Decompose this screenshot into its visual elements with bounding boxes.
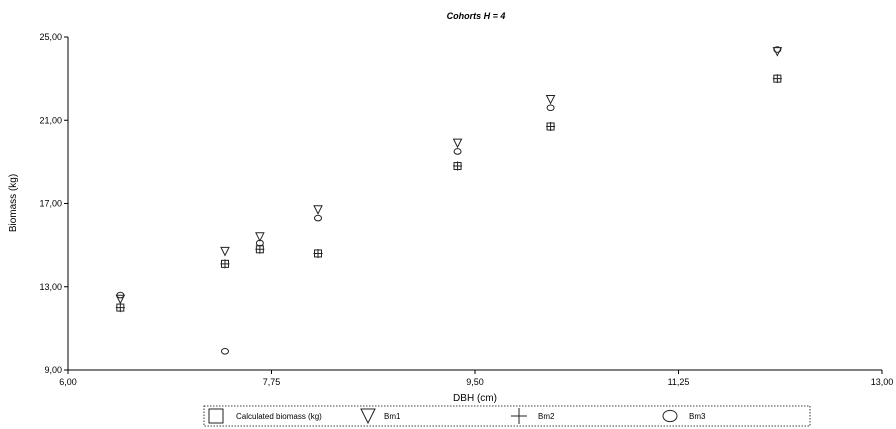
legend: Calculated biomass (kg) Bm1 Bm2 Bm3	[203, 405, 811, 427]
x-axis-title: DBH (cm)	[453, 393, 497, 404]
legend-label: Calculated biomass (kg)	[236, 412, 322, 421]
y-axis-title: Biomass (kg)	[8, 174, 19, 232]
x-tick-label: 13,00	[871, 377, 894, 387]
x-tick-label: 6,00	[59, 377, 77, 387]
legend-label: Bm3	[689, 412, 706, 421]
point-bm1	[545, 94, 556, 105]
y-tick-label: 25,00	[39, 32, 62, 42]
y-ticks: 9,00 13,00 17,00 21,00 25,00	[39, 32, 68, 375]
chart-title: Cohorts H = 4	[447, 11, 506, 21]
x-tick-label: 11,25	[668, 377, 690, 387]
point-bm3	[453, 148, 462, 155]
legend-marker	[662, 409, 678, 423]
x-tick-label: 9,50	[466, 377, 484, 387]
point-bm2	[220, 259, 230, 269]
legend-marker	[511, 408, 527, 424]
point-bm2	[115, 303, 125, 313]
legend-marker	[208, 408, 224, 424]
point-bm3	[255, 239, 264, 247]
point-bm1	[115, 294, 126, 305]
point-bm3	[314, 214, 323, 222]
plot-frame	[67, 37, 882, 371]
point-bm2	[313, 248, 323, 258]
point-bm2	[546, 121, 556, 131]
x-tick-label: 7,75	[263, 377, 281, 387]
point-bm1	[452, 138, 463, 149]
x-ticks: 6,00 7,75 9,50 11,25 13,00	[59, 370, 893, 387]
point-bm1	[313, 205, 323, 215]
data-points	[115, 46, 783, 355]
legend-marker	[360, 408, 376, 425]
point-bm3	[546, 104, 555, 112]
legend-label: Bm2	[538, 412, 555, 421]
y-tick-label: 9,00	[44, 365, 62, 375]
point-bm3	[116, 291, 125, 299]
y-tick-label: 13,00	[39, 282, 62, 292]
point-bm2	[772, 74, 782, 84]
legend-label: Bm1	[384, 412, 401, 421]
point-bm3	[220, 347, 229, 355]
point-bm1	[255, 232, 265, 242]
y-tick-label: 21,00	[39, 115, 62, 125]
point-bm3	[773, 46, 782, 53]
legend-box	[203, 405, 811, 427]
point-bm2	[453, 161, 463, 171]
y-tick-label: 17,00	[39, 199, 62, 209]
point-bm1	[220, 246, 230, 257]
